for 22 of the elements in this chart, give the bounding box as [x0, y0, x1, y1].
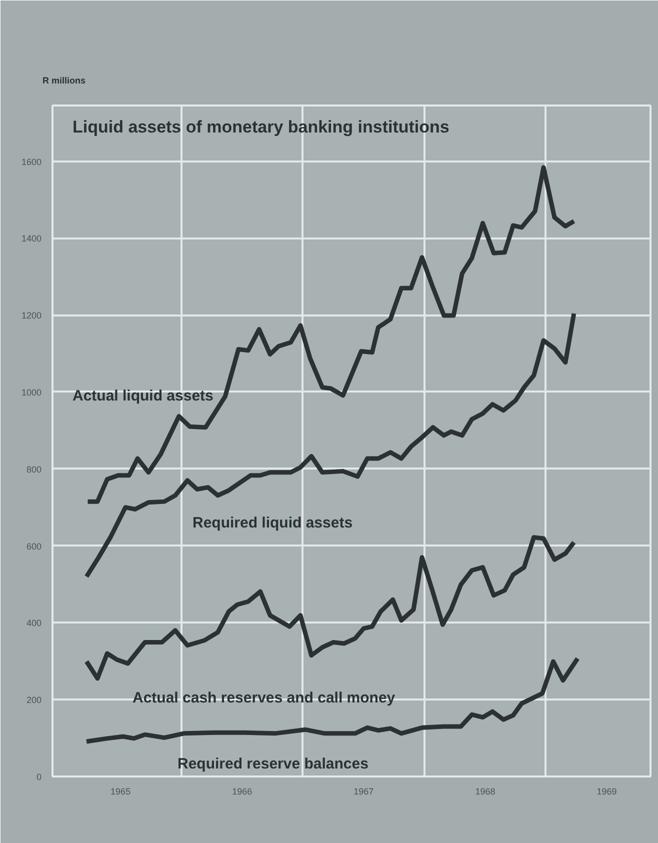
y-tick-label: 1200 — [21, 310, 42, 321]
x-tick-label: 1969 — [596, 786, 617, 796]
x-tick-label: 1968 — [475, 786, 496, 796]
line-series — [84, 656, 580, 744]
series-label: Required liquid assets — [192, 514, 353, 532]
series-label: Actual cash reserves and call money — [132, 690, 396, 706]
y-tick-label: 1000 — [21, 387, 42, 398]
y-tick-label: 800 — [26, 464, 42, 474]
y-tick-label: 1600 — [21, 156, 42, 167]
y-tick-label: 400 — [26, 618, 42, 628]
y-tick-label: 200 — [26, 695, 42, 706]
x-tick-label: 1966 — [232, 786, 252, 796]
series-label: Actual liquid assets — [72, 388, 214, 404]
series-label: Required reserve balances — [178, 756, 368, 772]
x-tick-label: 1967 — [354, 786, 374, 796]
line-series — [84, 535, 576, 681]
y-tick-label: 600 — [26, 541, 42, 552]
y-tick-label: 1400 — [21, 234, 42, 244]
x-tick-label: 1965 — [110, 786, 131, 796]
text: Liquid assets of monetary banking institutions — [72, 118, 450, 136]
y-tick-label: 0 — [36, 772, 42, 782]
y-axis-title: R millions — [42, 76, 86, 86]
